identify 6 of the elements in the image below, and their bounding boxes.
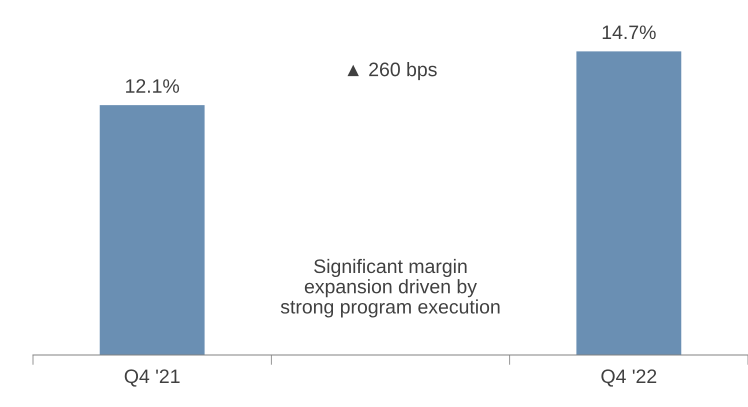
- annotation: Significant margin expansion driven by strong program execution: [280, 258, 500, 318]
- data-label: 12.1%: [126, 79, 180, 93]
- x-tick-label: Q4 '21: [124, 369, 180, 387]
- data-label: 14.7%: [602, 26, 656, 40]
- x-tick-label: Q4 '22: [601, 369, 656, 387]
- annotation: ▲ 260 bps: [348, 62, 437, 80]
